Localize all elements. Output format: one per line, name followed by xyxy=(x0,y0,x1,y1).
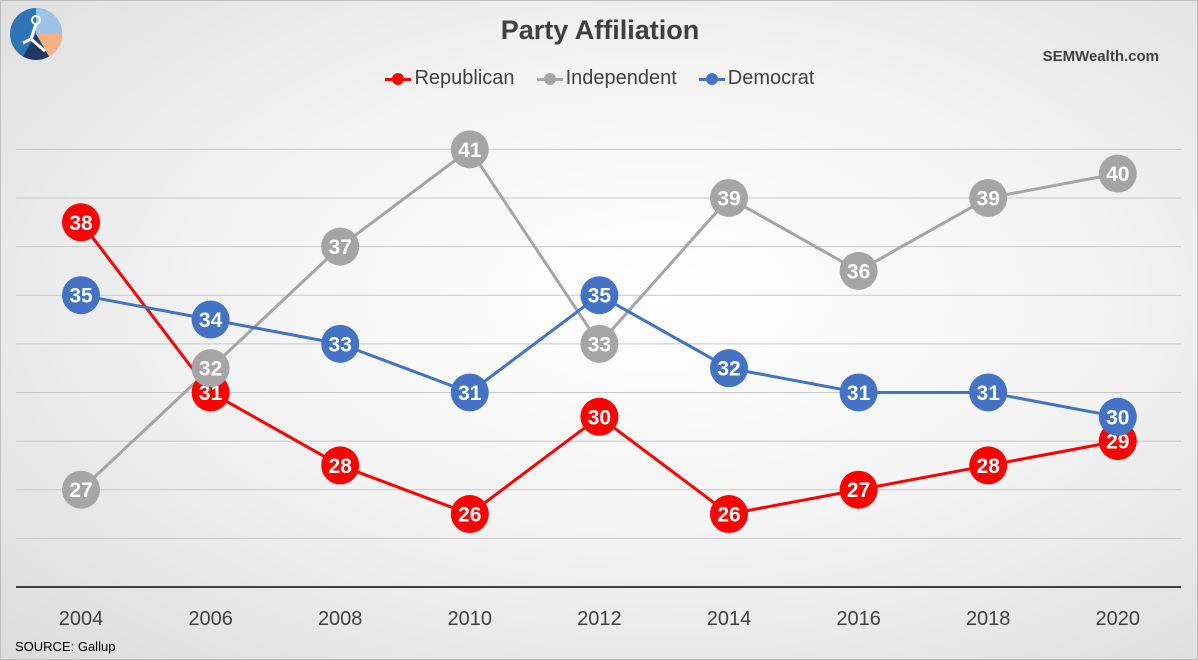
data-point-democrat xyxy=(969,373,1008,412)
data-label-independent: 27 xyxy=(69,479,92,502)
data-point-democrat xyxy=(62,276,100,315)
data-point-independent xyxy=(839,251,878,290)
data-label-independent: 39 xyxy=(977,187,1000,210)
data-label-democrat: 31 xyxy=(458,382,482,405)
data-label-independent: 32 xyxy=(199,358,222,381)
data-label-democrat: 33 xyxy=(329,333,352,356)
brand-label: SEMWealth.com xyxy=(1042,48,1159,65)
legend-item-republican: Republican xyxy=(385,67,515,90)
legend-item-independent: Independent xyxy=(536,67,677,90)
data-label-republican: 26 xyxy=(717,504,740,527)
x-tick-label: 2006 xyxy=(188,608,233,630)
legend-label-independent: Independent xyxy=(565,67,677,89)
data-point-republican xyxy=(321,446,360,485)
data-point-independent xyxy=(710,178,748,217)
data-point-independent xyxy=(580,324,619,363)
series-line-independent xyxy=(79,147,1119,491)
data-point-republican xyxy=(839,470,878,509)
data-point-republican xyxy=(580,397,619,436)
x-tick-label: 2018 xyxy=(966,608,1011,630)
data-point-democrat xyxy=(450,373,489,412)
data-point-republican xyxy=(969,446,1008,485)
data-label-democrat: 34 xyxy=(199,309,223,332)
data-label-independent: 36 xyxy=(847,260,870,283)
data-label-independent: 40 xyxy=(1106,163,1129,186)
data-label-democrat: 30 xyxy=(1106,406,1129,429)
data-label-democrat: 32 xyxy=(717,358,740,381)
data-point-democrat xyxy=(839,373,878,412)
data-point-independent xyxy=(62,470,100,509)
x-tick-label: 2020 xyxy=(1096,608,1141,630)
x-tick-label: 2004 xyxy=(59,608,104,630)
series-line-republican xyxy=(79,221,1119,516)
data-label-republican: 28 xyxy=(329,455,353,478)
data-point-republican xyxy=(62,203,100,242)
x-tick-label: 2008 xyxy=(318,608,363,630)
data-label-republican: 31 xyxy=(199,382,223,405)
data-label-democrat: 31 xyxy=(977,382,1001,405)
data-label-independent: 41 xyxy=(458,139,482,162)
data-label-republican: 28 xyxy=(977,455,1001,478)
data-point-democrat xyxy=(710,349,748,388)
x-tick-label: 2010 xyxy=(448,608,493,630)
legend-label-republican: Republican xyxy=(414,67,515,89)
data-point-independent xyxy=(321,227,360,266)
data-point-democrat xyxy=(580,276,619,315)
x-tick-label: 2014 xyxy=(707,608,752,630)
legend-swatch-independent xyxy=(536,72,563,85)
data-point-independent xyxy=(969,178,1008,217)
semwealth-logo-icon xyxy=(10,8,62,60)
data-point-independent xyxy=(1098,154,1137,193)
data-label-republican: 27 xyxy=(847,479,870,502)
legend-item-democrat: Democrat xyxy=(698,67,815,90)
data-point-republican xyxy=(450,495,489,534)
legend-swatch-republican xyxy=(385,72,412,85)
legend-swatch-democrat xyxy=(698,72,725,85)
legend-label-democrat: Democrat xyxy=(727,67,815,89)
data-label-republican: 38 xyxy=(69,212,93,235)
x-tick-label: 2016 xyxy=(836,608,881,630)
data-label-republican: 30 xyxy=(588,406,611,429)
data-label-independent: 33 xyxy=(588,333,611,356)
data-label-democrat: 35 xyxy=(588,285,612,308)
chart-title: Party Affiliation xyxy=(500,15,700,45)
data-point-democrat xyxy=(1098,397,1137,436)
x-tick-label: 2012 xyxy=(577,608,622,630)
data-point-democrat xyxy=(321,324,360,363)
data-label-independent: 37 xyxy=(329,236,352,259)
data-label-democrat: 31 xyxy=(847,382,871,405)
legend: Republican Independent Democrat xyxy=(1,67,1197,90)
data-point-republican xyxy=(710,495,748,534)
data-label-democrat: 35 xyxy=(69,285,93,308)
data-label-independent: 39 xyxy=(717,187,740,210)
source-note: SOURCE: Gallup xyxy=(15,639,116,654)
data-point-independent xyxy=(191,349,230,388)
data-label-republican: 26 xyxy=(458,504,481,527)
data-point-independent xyxy=(450,130,489,169)
data-point-democrat xyxy=(191,300,230,339)
data-label-republican: 29 xyxy=(1106,431,1129,454)
